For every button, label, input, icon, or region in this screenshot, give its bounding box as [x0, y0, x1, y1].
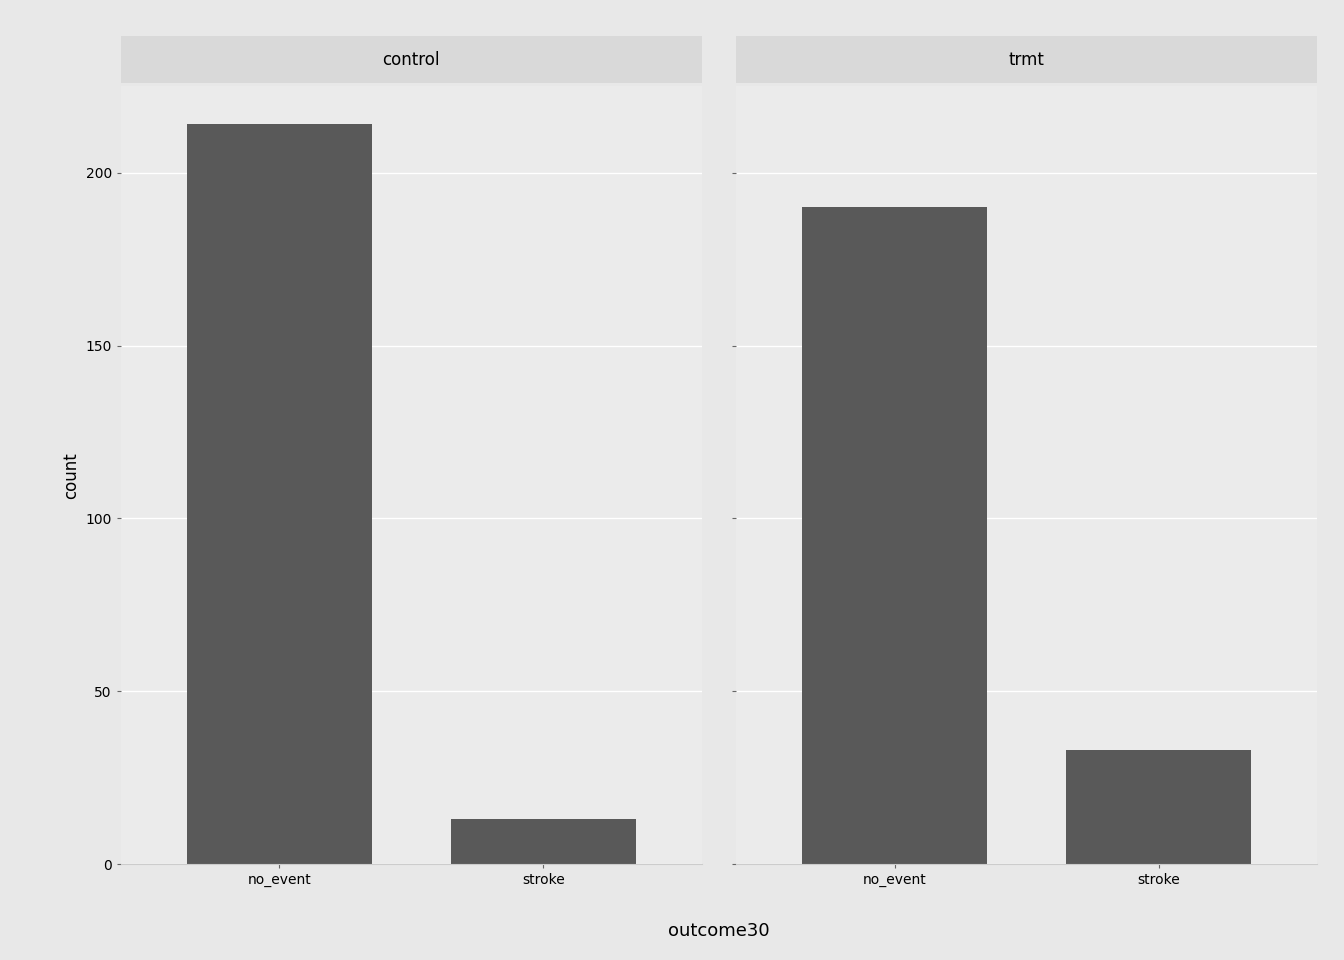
Bar	[802, 207, 988, 864]
Bar	[450, 819, 636, 864]
Y-axis label: count: count	[62, 452, 81, 498]
Text: control: control	[383, 51, 439, 68]
Bar	[187, 125, 372, 864]
Bar	[1066, 750, 1251, 864]
Text: outcome30: outcome30	[668, 923, 770, 940]
Text: trmt: trmt	[1009, 51, 1044, 68]
